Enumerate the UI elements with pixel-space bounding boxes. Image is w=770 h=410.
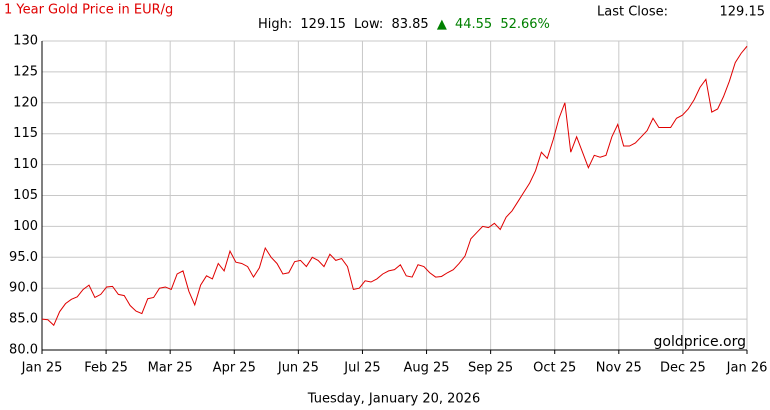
x-tick-label: Jan 25 [21,361,63,376]
x-tick-label: Apr 25 [213,361,256,376]
watermark: goldprice.org [654,334,746,350]
change-pct: 52.66% [500,17,550,32]
y-tick-label: 90.0 [9,281,38,296]
y-tick-label: 80.0 [9,343,38,358]
y-tick-label: 95.0 [9,250,38,265]
footer-date: Tuesday, January 20, 2026 [307,392,480,407]
x-tick-label: Nov 25 [596,361,642,376]
x-tick-label: Jan 26 [726,361,768,376]
last-close-label: Last Close: [597,5,668,20]
last-close: 129.15 [720,5,766,20]
y-tick-label: 130 [13,34,38,49]
high: 129.15 [300,17,346,32]
x-tick-label: Oct 25 [533,361,576,376]
y-tick-label: 120 [13,95,38,110]
x-tick-label: Feb 25 [84,361,128,376]
x-tick-label: Dec 25 [660,361,706,376]
arrow: ▲ [437,17,447,32]
high-label: High: [258,17,292,32]
stats: High: 129.15 Low: 83.85 ▲ 44.55 52.66% [258,17,550,32]
y-tick-label: 105 [13,188,38,203]
x-tick-label: Jul 25 [343,361,380,376]
chart-title: 1 Year Gold Price in EUR/g [4,3,173,18]
y-tick-label: 125 [13,64,38,79]
price-line [41,45,748,327]
y-tick-label: 85.0 [9,312,38,327]
x-tick-label: Sep 25 [468,361,513,376]
y-tick-label: 110 [13,157,38,172]
y-tick-label: 100 [13,219,38,234]
x-tick-label: Aug 25 [404,361,450,376]
change: 44.55 [455,17,492,32]
low-label: Low: [354,17,383,32]
x-tick-label: Jun 25 [277,361,319,376]
low: 83.85 [391,17,428,32]
y-tick-label: 115 [13,126,38,141]
x-tick-label: Mar 25 [148,361,193,376]
